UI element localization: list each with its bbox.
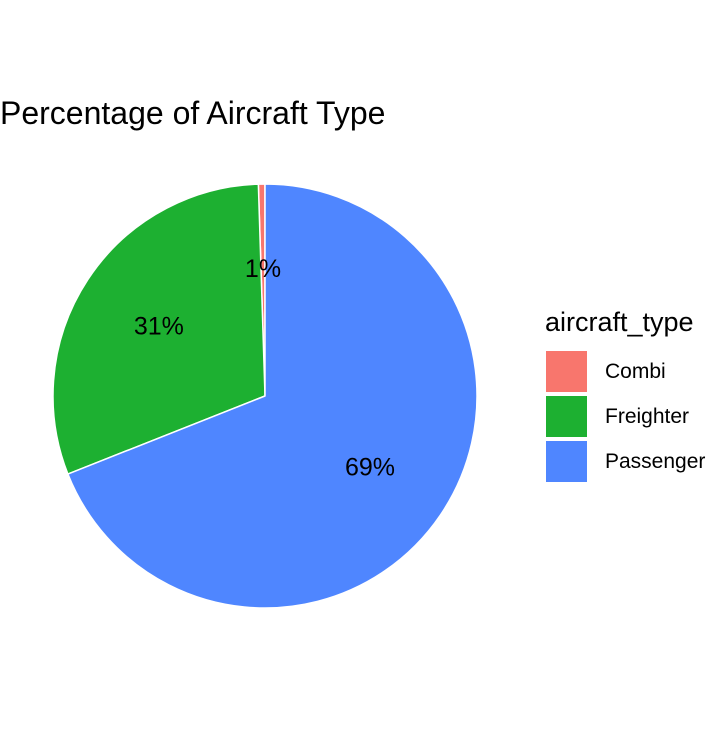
slice-label-passenger: 69% [345,453,395,481]
pie-slice-passenger [67,183,478,609]
pie-slices [52,183,478,609]
slice-label-freighter: 31% [134,312,184,340]
legend-item-combi: Combi [545,349,705,394]
legend: aircraft_type Combi Freighter Passenger [545,305,705,484]
slice-label-combi: 1% [245,255,281,283]
legend-swatch-combi [545,350,588,393]
legend-label-freighter: Freighter [605,404,690,428]
chart-title: Percentage of Aircraft Type [0,95,386,131]
legend-item-freighter: Freighter [545,394,705,439]
legend-label-combi: Combi [605,359,666,383]
legend-title: aircraft_type [545,307,694,337]
pie-slice-freighter [52,183,266,475]
legend-swatch-passenger [545,440,588,483]
pie-slice-labels: 1% 31% 69% [134,255,395,481]
legend-item-passenger: Passenger [545,439,705,484]
legend-swatch-freighter [545,395,588,438]
legend-label-passenger: Passenger [605,449,706,473]
